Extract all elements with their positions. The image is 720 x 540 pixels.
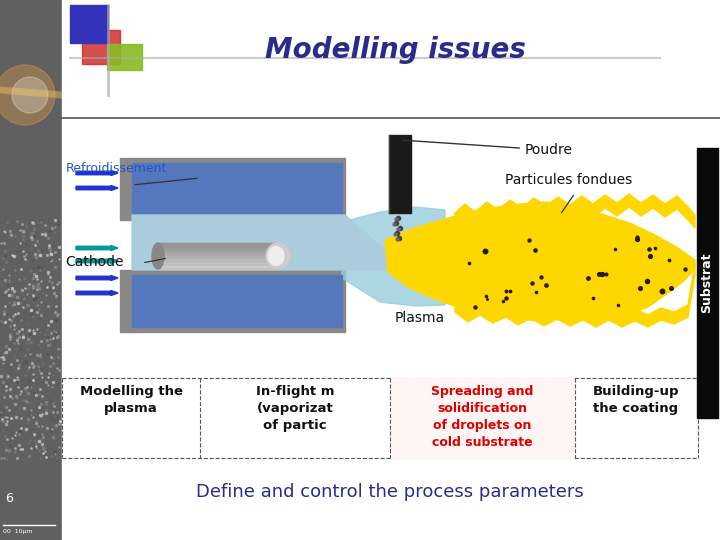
Bar [132, 163, 342, 215]
Polygon shape [342, 207, 445, 306]
Polygon shape [665, 196, 677, 217]
Text: In-flight m
(vaporizat
of partic: In-flight m (vaporizat of partic [256, 385, 334, 432]
Polygon shape [498, 200, 510, 223]
Polygon shape [570, 308, 583, 326]
Circle shape [0, 65, 55, 125]
Circle shape [12, 77, 48, 113]
Bar [132, 275, 342, 327]
Text: 00  10μm: 00 10μm [3, 529, 32, 534]
Polygon shape [582, 196, 593, 217]
FancyArrow shape [76, 259, 118, 264]
Polygon shape [641, 195, 653, 216]
Bar [158, 262, 278, 266]
Bar [158, 246, 278, 249]
Polygon shape [677, 196, 688, 220]
Text: 6: 6 [5, 491, 13, 504]
Polygon shape [534, 198, 546, 219]
Bar [62, 118, 698, 418]
Text: Particules fondues: Particules fondues [505, 173, 632, 187]
Polygon shape [557, 307, 570, 326]
Bar [120, 158, 345, 220]
FancyArrow shape [76, 275, 118, 280]
Text: Poudre: Poudre [402, 140, 573, 157]
Bar [158, 243, 278, 269]
Bar [158, 243, 278, 246]
Polygon shape [531, 306, 544, 326]
Polygon shape [522, 198, 534, 221]
Polygon shape [617, 194, 629, 216]
Text: Cathode: Cathode [65, 255, 124, 269]
Polygon shape [546, 197, 558, 219]
Bar [158, 259, 278, 263]
Text: Refroidissement: Refroidissement [66, 161, 167, 174]
Bar [158, 253, 278, 256]
Polygon shape [455, 204, 465, 226]
Text: Plasma: Plasma [395, 311, 445, 325]
Text: Spreading and
solidification
of droplets on
cold substrate: Spreading and solidification of droplets… [431, 385, 534, 449]
Polygon shape [653, 195, 665, 217]
Bar [107, 44, 142, 70]
Ellipse shape [268, 246, 284, 266]
Bar [62, 0, 720, 118]
FancyArrow shape [76, 186, 118, 191]
Polygon shape [385, 202, 695, 322]
Polygon shape [622, 309, 635, 327]
Polygon shape [518, 306, 531, 325]
Polygon shape [688, 207, 695, 228]
Bar [158, 249, 278, 253]
Bar [0, 0, 62, 540]
Polygon shape [648, 308, 661, 327]
Bar [392, 378, 573, 458]
Polygon shape [487, 202, 498, 223]
Text: Modelling issues: Modelling issues [264, 36, 526, 64]
Polygon shape [468, 303, 480, 322]
FancyArrow shape [76, 291, 118, 295]
Polygon shape [570, 196, 582, 218]
Polygon shape [493, 305, 506, 323]
Polygon shape [635, 309, 648, 327]
Polygon shape [558, 197, 570, 218]
Bar [120, 270, 345, 332]
Polygon shape [605, 195, 617, 216]
FancyArrow shape [76, 171, 118, 176]
Ellipse shape [152, 243, 164, 269]
FancyArrow shape [76, 246, 118, 251]
Polygon shape [688, 263, 695, 317]
Polygon shape [475, 202, 487, 225]
Text: Modelling the
plasma: Modelling the plasma [79, 385, 182, 415]
Polygon shape [674, 305, 688, 324]
Bar [697, 148, 718, 418]
Polygon shape [596, 308, 609, 327]
Polygon shape [510, 200, 522, 221]
Polygon shape [132, 215, 390, 270]
Bar [158, 256, 278, 260]
Bar [82, 30, 120, 64]
Polygon shape [480, 303, 493, 323]
Text: Substrat: Substrat [701, 253, 714, 313]
Bar [70, 5, 108, 43]
Polygon shape [465, 204, 475, 225]
Text: Define and control the process parameters: Define and control the process parameter… [196, 483, 584, 501]
Bar [389, 135, 411, 213]
Ellipse shape [266, 243, 290, 269]
Bar [62, 458, 720, 540]
Polygon shape [544, 307, 557, 326]
Bar [158, 266, 278, 269]
Polygon shape [583, 308, 596, 327]
Text: Building-up
the coating: Building-up the coating [593, 385, 679, 415]
Bar [63, 119, 697, 417]
Polygon shape [609, 308, 622, 327]
Polygon shape [661, 308, 674, 324]
Polygon shape [593, 195, 605, 217]
Polygon shape [455, 300, 468, 322]
Polygon shape [506, 305, 518, 325]
Polygon shape [629, 194, 641, 216]
Bar [62, 378, 698, 458]
